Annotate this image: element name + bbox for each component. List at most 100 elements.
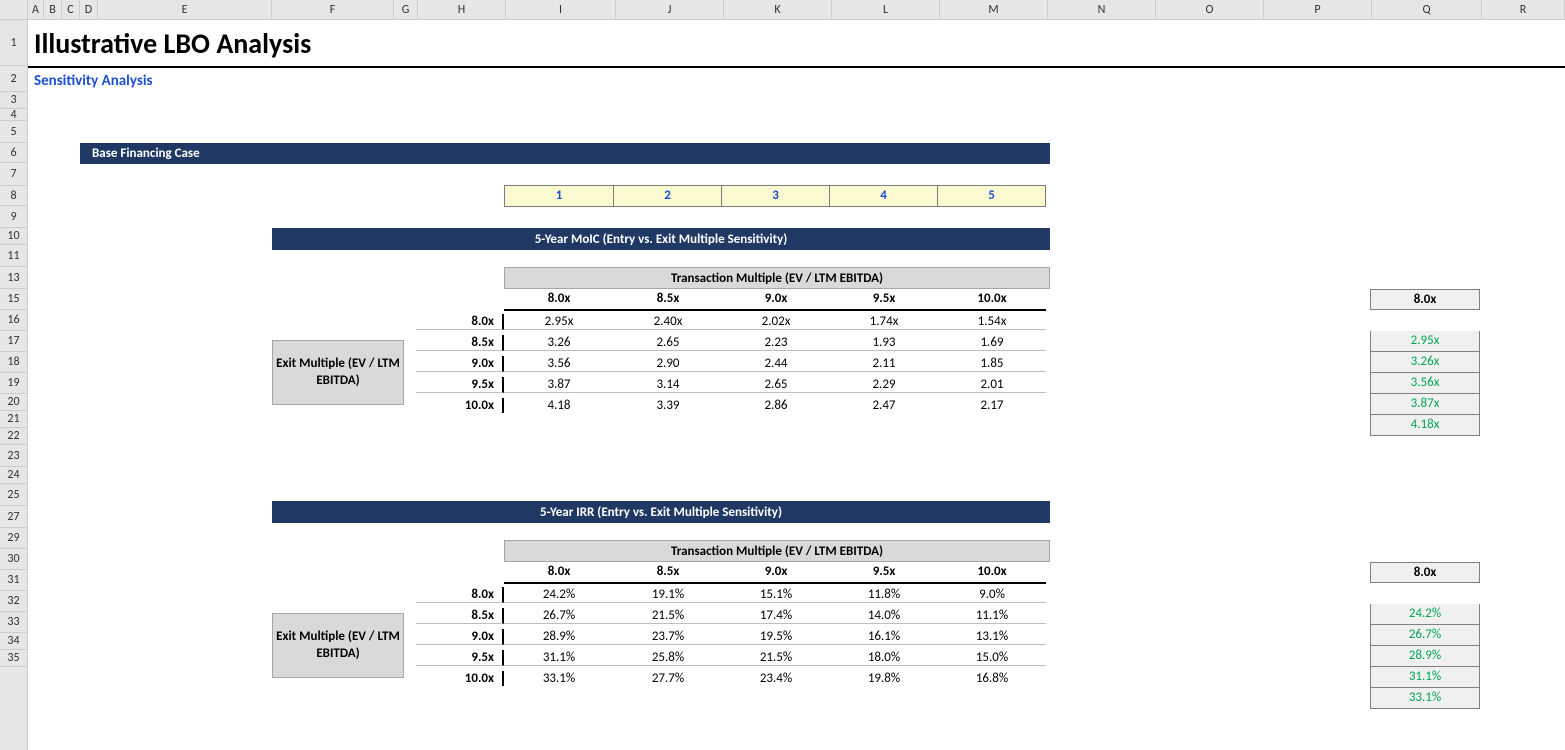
page-title: Illustrative LBO Analysis [28,26,311,61]
data-cell: 3.56 [504,356,614,372]
column-header[interactable]: D [80,0,98,19]
side-value: 4.18x [1370,415,1480,436]
data-cell: 2.86 [722,398,830,413]
data-cell: 2.90 [614,356,722,372]
data-cell: 1.69 [938,335,1046,351]
column-header[interactable]: O [1156,0,1264,19]
col-multiple: 10.0x [938,562,1046,582]
row-header[interactable]: 11 [0,245,27,267]
row-multiple: 8.0x [416,314,504,330]
column-header[interactable]: H [418,0,506,19]
column-header[interactable]: K [724,0,832,19]
row-header[interactable]: 13 [0,267,27,289]
data-cell: 2.17 [938,398,1046,413]
row-header[interactable]: 19 [0,373,27,394]
row-header[interactable]: 3 [0,92,27,109]
row-header[interactable]: 1 [0,20,27,66]
corner-cell[interactable] [0,0,28,20]
row-header[interactable]: 21 [0,411,27,428]
column-header[interactable]: N [1048,0,1156,19]
column-header[interactable]: I [506,0,616,19]
year-cell: 1 [504,185,614,207]
row-header[interactable]: 20 [0,394,27,411]
row-header[interactable]: 2 [0,66,27,92]
year-cell: 4 [830,185,938,207]
row-header[interactable]: 8 [0,186,27,206]
side-head: 8.0x [1370,562,1480,583]
row-header[interactable]: 34 [0,633,27,650]
side-value: 24.2% [1370,604,1480,625]
moic-col-label: Transaction Multiple (EV / LTM EBITDA) [504,267,1050,289]
data-cell: 16.8% [938,671,1046,686]
year-cell: 3 [722,185,830,207]
row-header[interactable]: 4 [0,109,27,121]
title-underline [28,66,1565,68]
row-header[interactable]: 10 [0,228,27,245]
row-header[interactable]: 30 [0,549,27,570]
table-row: 9.0x3.562.902.442.111.85 [416,353,1046,374]
data-cell: 19.1% [614,587,722,603]
column-header[interactable]: P [1264,0,1372,19]
column-header[interactable]: M [940,0,1048,19]
col-multiple: 8.0x [504,289,614,309]
row-header[interactable]: 22 [0,428,27,445]
row-multiple: 9.0x [416,356,504,372]
column-header[interactable]: B [44,0,62,19]
column-header[interactable]: J [616,0,724,19]
column-header[interactable]: G [394,0,418,19]
year-cell: 2 [614,185,722,207]
moic-side-box: 8.0x2.95x3.26x3.56x3.87x4.18x [1370,289,1480,436]
data-cell: 23.7% [614,629,722,645]
row-header[interactable]: 27 [0,506,27,528]
row-header[interactable]: 32 [0,591,27,612]
row-header[interactable]: 29 [0,528,27,549]
row-header[interactable]: 7 [0,163,27,186]
column-header[interactable]: R [1482,0,1565,19]
moic-row-label: Exit Multiple (EV / LTM EBITDA) [272,340,404,405]
irr-col-multiples: 8.0x8.5x9.0x9.5x10.0x [504,562,1046,584]
table-row: 9.5x31.1%25.8%21.5%18.0%15.0% [416,647,1046,668]
row-multiple: 10.0x [416,398,504,413]
data-cell: 2.65 [614,335,722,351]
row-header[interactable]: 17 [0,331,27,352]
row-header[interactable]: 18 [0,352,27,373]
table-row: 10.0x33.1%27.7%23.4%19.8%16.8% [416,668,1046,689]
data-cell: 18.0% [830,650,938,666]
column-headers: ABCDEFGHIJKLMNOPQR [28,0,1565,20]
row-header[interactable]: 24 [0,467,27,484]
row-header[interactable]: 16 [0,310,27,331]
row-multiple: 8.5x [416,335,504,351]
side-head: 8.0x [1370,289,1480,310]
row-header[interactable]: 25 [0,484,27,506]
data-cell: 3.87 [504,377,614,393]
row-header[interactable]: 6 [0,143,27,163]
row-header[interactable]: 33 [0,612,27,633]
column-header[interactable]: F [272,0,394,19]
side-value: 26.7% [1370,625,1480,646]
row-header[interactable]: 5 [0,121,27,143]
data-cell: 11.1% [938,608,1046,624]
data-cell: 9.0% [938,587,1046,603]
col-multiple: 9.0x [722,289,830,309]
column-header[interactable]: C [62,0,80,19]
column-header[interactable]: L [832,0,940,19]
column-header[interactable]: A [28,0,44,19]
row-header[interactable]: 35 [0,650,27,667]
col-multiple: 10.0x [938,289,1046,309]
row-header[interactable]: 23 [0,445,27,467]
row-header[interactable]: 9 [0,206,27,228]
data-cell: 1.54x [938,314,1046,330]
side-value: 31.1% [1370,667,1480,688]
column-header[interactable]: E [98,0,272,19]
column-header[interactable]: Q [1372,0,1482,19]
row-header[interactable]: 15 [0,289,27,310]
row-multiple: 10.0x [416,671,504,686]
table-row: 10.0x4.183.392.862.472.17 [416,395,1046,416]
data-cell: 4.18 [504,398,614,413]
data-cell: 26.7% [504,608,614,624]
col-multiple: 9.0x [722,562,830,582]
row-multiple: 9.0x [416,629,504,645]
data-cell: 14.0% [830,608,938,624]
row-header[interactable]: 31 [0,570,27,591]
data-cell: 2.40x [614,314,722,330]
